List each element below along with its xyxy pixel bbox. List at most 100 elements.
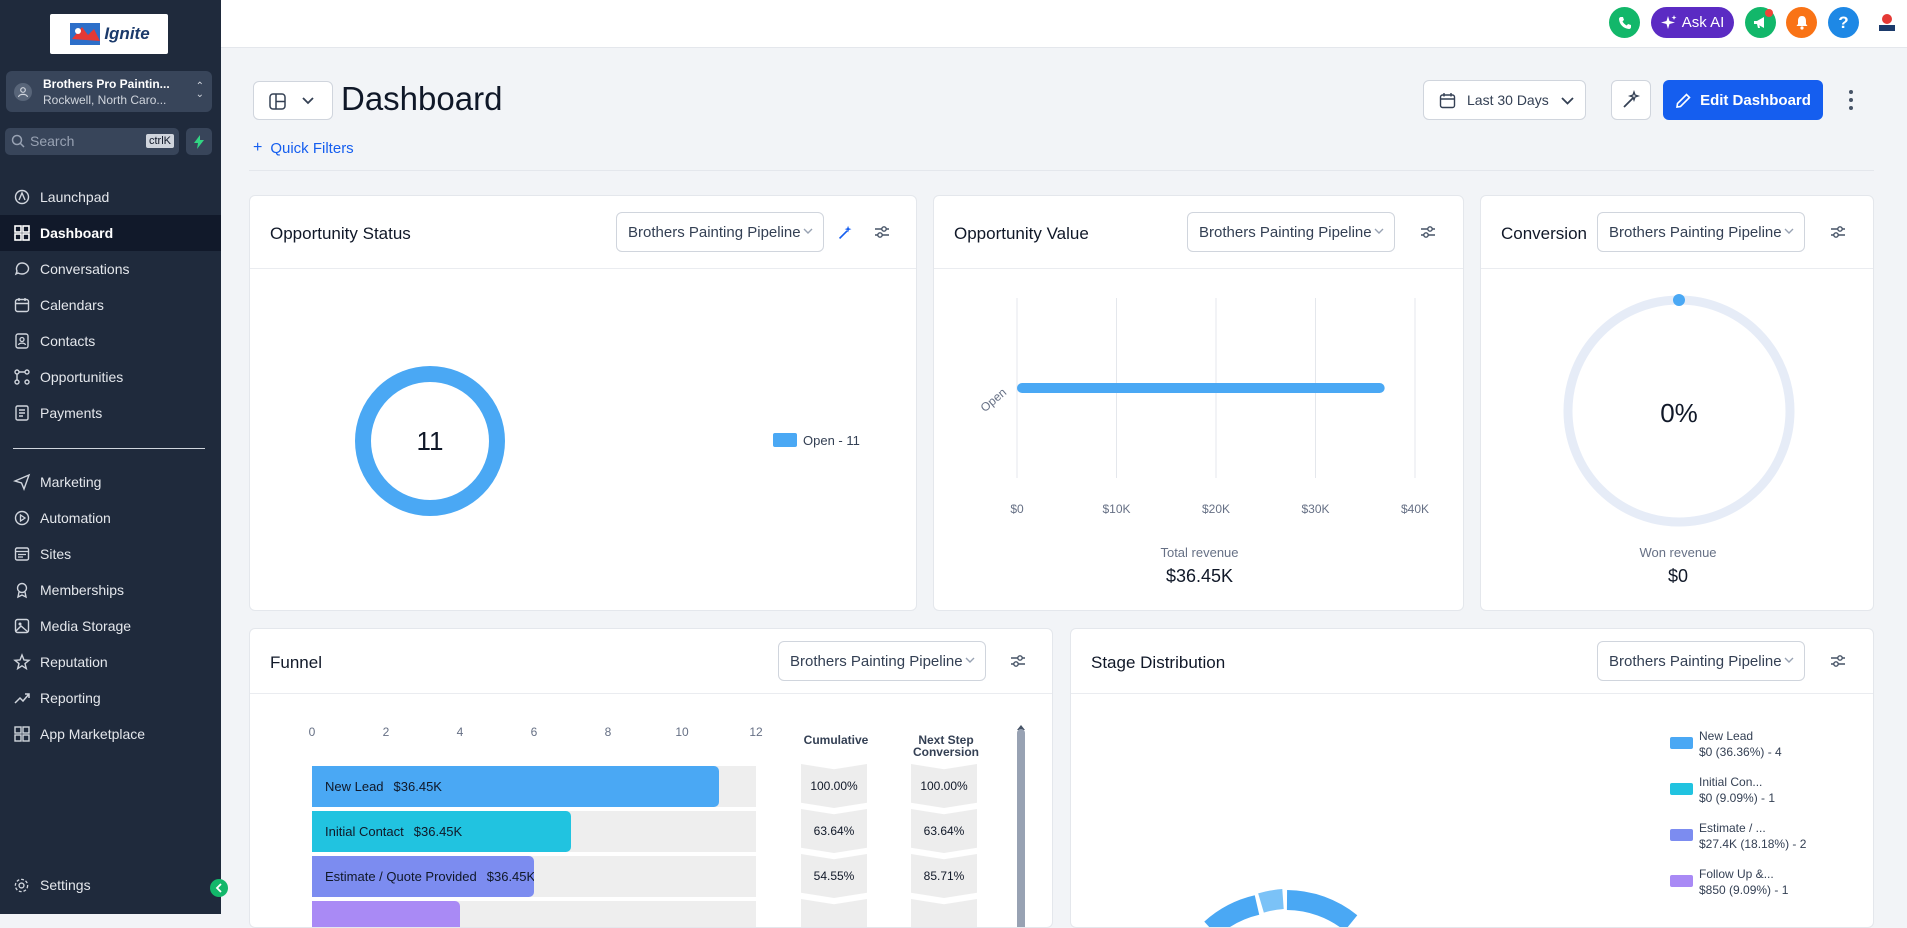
sidebar-item-label: App Marketplace [40, 726, 146, 742]
user-avatar[interactable] [1871, 7, 1902, 38]
chevron-down-icon [965, 657, 975, 663]
sidebar-item-automation[interactable]: Automation [0, 500, 221, 536]
sidebar-item-conversations[interactable]: Conversations [0, 251, 221, 287]
edit-dashboard-button[interactable]: Edit Dashboard [1663, 80, 1823, 120]
ai-insights-button[interactable] [1611, 80, 1651, 120]
dashboard-icon [14, 225, 30, 241]
widget-settings-button[interactable] [870, 220, 894, 244]
sites-icon [14, 547, 30, 561]
company-logo[interactable]: Ignite [50, 14, 168, 54]
x-tick-label: $10K [1102, 502, 1130, 516]
sidebar-item-label: Payments [40, 405, 103, 421]
sidebar-item-memberships[interactable]: Memberships [0, 572, 221, 608]
sidebar-item-launchpad[interactable]: Launchpad [0, 179, 221, 215]
sidebar-item-contacts[interactable]: Contacts [0, 323, 221, 359]
next-step-header: Next Step [918, 733, 974, 747]
pipeline-select[interactable]: Brothers Painting Pipeline [1187, 212, 1395, 252]
sidebar-item-marketing[interactable]: Marketing [0, 464, 221, 500]
sliders-icon [1011, 655, 1025, 667]
scrollbar-thumb[interactable] [1017, 729, 1025, 927]
star-icon [13, 653, 31, 671]
card-title: Stage Distribution [1091, 653, 1226, 672]
total-revenue-value: $36.45K [1165, 566, 1234, 586]
widget-settings-button[interactable] [1416, 220, 1440, 244]
legend-stage-detail: $0 (9.09%) - 1 [1699, 791, 1776, 805]
legend-stage-name[interactable]: New Lead [1699, 729, 1754, 743]
widget-settings-button[interactable] [1826, 220, 1850, 244]
sidebar-item-payments[interactable]: Payments [0, 395, 221, 431]
sidebar-item-dashboard[interactable]: Dashboard [0, 215, 221, 251]
pipeline-select[interactable]: Brothers Painting Pipeline [1597, 212, 1805, 252]
legend-stage-name[interactable]: Initial Con... [1699, 775, 1763, 789]
location-switcher[interactable]: Brothers Pro Paintin... Rockwell, North … [6, 71, 212, 112]
notifications-button[interactable] [1786, 7, 1817, 38]
sparkle-icon [1660, 14, 1677, 29]
sidebar-item-calendars[interactable]: Calendars [0, 287, 221, 323]
pipeline-select[interactable]: Brothers Painting Pipeline [616, 212, 824, 252]
sidebar-item-sites[interactable]: Sites [0, 536, 221, 572]
funnel-bar[interactable]: New Lead $36.45K [312, 766, 719, 807]
funnel-stage-value: $36.45K [486, 869, 534, 884]
ask-ai-button[interactable]: Ask AI [1651, 7, 1734, 38]
card-title: Conversion [1501, 224, 1587, 243]
help-button[interactable]: ? [1828, 7, 1859, 38]
sidebar-item-reputation[interactable]: Reputation [0, 644, 221, 680]
cumulative-header: Cumulative [803, 733, 869, 747]
widget-settings-button[interactable] [1006, 649, 1030, 673]
opportunities-icon [14, 369, 30, 385]
funnel-bar[interactable]: Estimate / Quote Provided $36.45K [312, 856, 534, 897]
funnel-chart: 0 2 4 6 8 10 12 New Lead $36.45K 100.00% 100.00% In… [250, 693, 1052, 927]
opportunity-total: 11 [416, 426, 444, 456]
funnel-card: Funnel Brothers Painting Pipeline 0 2 4 6 8 1… [249, 628, 1053, 928]
location-name: Brothers Pro Paintin... [43, 77, 170, 91]
legend-label[interactable]: Open - 11 [803, 433, 860, 448]
logo-text: Ignite [104, 24, 150, 43]
pipeline-select-value: Brothers Painting Pipeline [628, 223, 801, 241]
media-icon [14, 618, 30, 634]
membership-icon [16, 582, 28, 599]
more-options-button[interactable] [1845, 88, 1857, 112]
layout-icon [269, 93, 286, 110]
legend-stage-name[interactable]: Follow Up &... [1699, 867, 1774, 881]
quick-action-button[interactable] [186, 128, 212, 155]
x-tick-label: $40K [1401, 502, 1429, 516]
chevron-down-icon [1374, 228, 1384, 234]
pencil-icon [1676, 92, 1691, 108]
chevron-down-icon [302, 97, 314, 105]
sidebar-item-settings[interactable]: Settings [0, 867, 221, 903]
collapse-sidebar-button[interactable] [210, 879, 228, 897]
funnel-bar[interactable]: Initial Contact $36.45K [312, 811, 571, 852]
funnel-scrollbar[interactable] [1017, 719, 1025, 927]
sidebar-item-label: Calendars [40, 297, 104, 313]
sidebar-item-media-storage[interactable]: Media Storage [0, 608, 221, 644]
calendar-icon [1439, 93, 1456, 109]
phone-button[interactable] [1609, 7, 1640, 38]
gauge-progress-marker [1673, 294, 1685, 306]
quick-filters-button[interactable]: + Quick Filters [253, 139, 354, 157]
payments-icon [15, 405, 29, 421]
pipeline-select[interactable]: Brothers Painting Pipeline [778, 641, 986, 681]
conversion-percent: 0% [1660, 398, 1698, 428]
sidebar-item-opportunities[interactable]: Opportunities [0, 359, 221, 395]
ai-insight-button[interactable] [833, 220, 857, 244]
sidebar-search[interactable]: Search ctrlK [5, 128, 179, 155]
lightning-icon [194, 134, 204, 149]
widget-settings-button[interactable] [1826, 649, 1850, 673]
x-tick-label: $30K [1301, 502, 1329, 516]
date-range-picker[interactable]: Last 30 Days [1423, 80, 1586, 120]
funnel-axis-tick: 10 [675, 725, 689, 739]
pipeline-select[interactable]: Brothers Painting Pipeline [1597, 641, 1805, 681]
legend-stage-name[interactable]: Estimate / ... [1699, 821, 1766, 835]
sidebar-item-app-marketplace[interactable]: App Marketplace [0, 716, 221, 752]
layout-selector[interactable] [253, 81, 333, 120]
announcements-button[interactable] [1745, 7, 1776, 38]
magic-wand-icon [1623, 90, 1641, 108]
sliders-icon [1831, 226, 1845, 238]
funnel-cumulative-cell: 63.64% [801, 809, 867, 853]
megaphone-icon [1753, 16, 1764, 28]
card-title: Opportunity Status [270, 224, 411, 243]
sidebar-item-reporting[interactable]: Reporting [0, 680, 221, 716]
sliders-icon [1421, 226, 1435, 238]
funnel-bar[interactable] [312, 901, 460, 927]
card-divider [1071, 693, 1873, 694]
